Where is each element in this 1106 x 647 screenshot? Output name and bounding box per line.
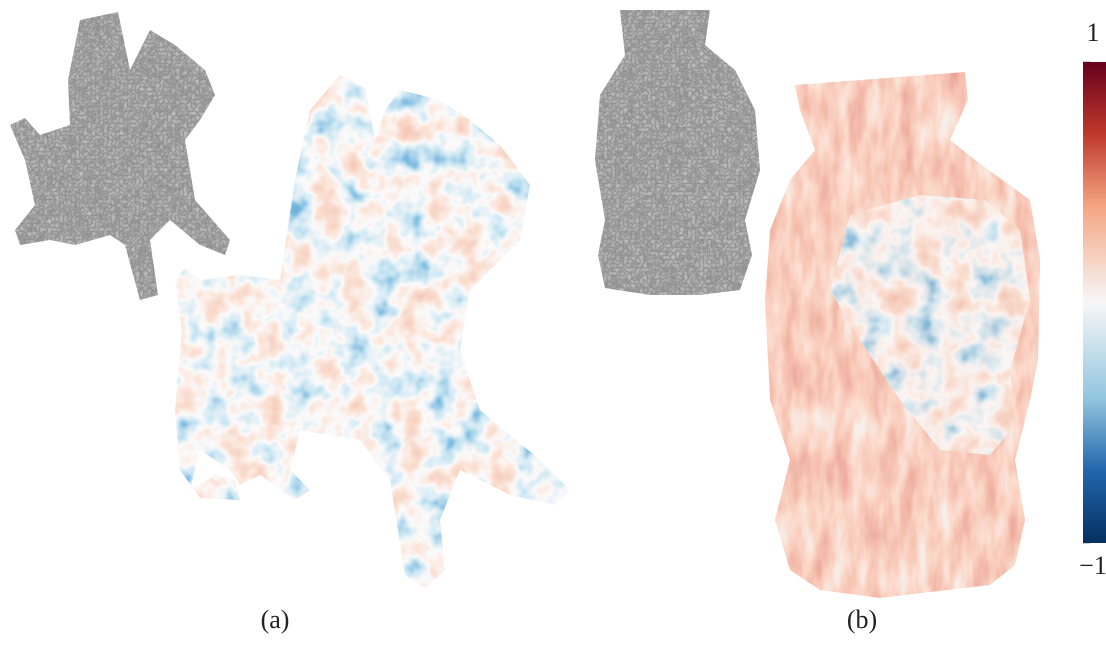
panel-label: (b) — [847, 605, 877, 634]
panel-label: (a) — [261, 605, 290, 634]
colorbar-tick-label: 1 — [1087, 18, 1100, 47]
lion-mesh — [595, 10, 760, 295]
colorbar-tick-label: −1 — [1079, 551, 1106, 580]
panel-labels: (a) (b) — [261, 605, 878, 634]
griffin-mesh — [10, 12, 230, 300]
colorbar — [1083, 62, 1106, 543]
lion-face — [830, 195, 1030, 455]
colorbar-ticks: 1 −1 — [1079, 18, 1106, 580]
griffin-field — [175, 75, 570, 588]
